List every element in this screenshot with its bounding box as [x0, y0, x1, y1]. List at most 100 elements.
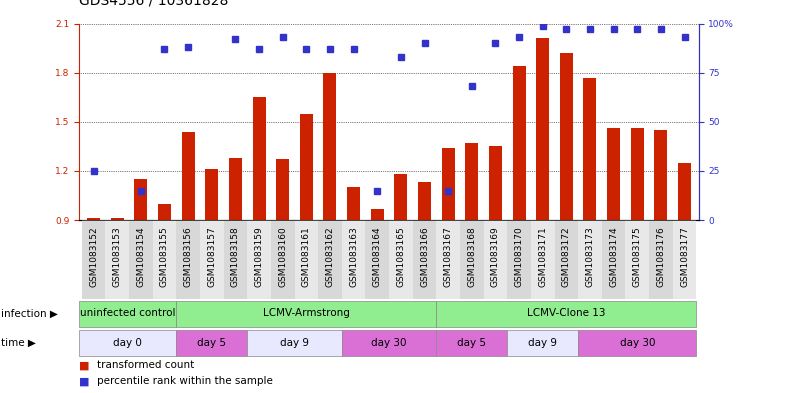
FancyBboxPatch shape	[437, 301, 696, 327]
Text: GSM1083154: GSM1083154	[137, 226, 145, 287]
Text: day 30: day 30	[372, 338, 407, 348]
Text: GSM1083158: GSM1083158	[231, 226, 240, 287]
FancyBboxPatch shape	[176, 330, 247, 356]
Text: GSM1083173: GSM1083173	[585, 226, 595, 287]
Bar	[536, 39, 549, 220]
Text: GSM1083177: GSM1083177	[680, 226, 689, 287]
Text: GSM1083176: GSM1083176	[657, 226, 665, 287]
Bar	[437, 220, 460, 299]
FancyBboxPatch shape	[176, 301, 437, 327]
FancyBboxPatch shape	[79, 330, 176, 356]
Bar	[531, 220, 554, 299]
Text: LCMV-Clone 13: LCMV-Clone 13	[527, 309, 606, 318]
Bar	[465, 143, 478, 220]
Text: GSM1083169: GSM1083169	[491, 226, 500, 287]
Bar	[554, 220, 578, 299]
Text: GSM1083171: GSM1083171	[538, 226, 547, 287]
Bar	[418, 182, 431, 220]
Bar	[182, 132, 195, 220]
Bar	[110, 219, 124, 220]
Bar	[513, 66, 526, 220]
Bar	[87, 219, 100, 220]
Text: transformed count: transformed count	[97, 360, 194, 371]
FancyBboxPatch shape	[578, 330, 696, 356]
Bar	[247, 220, 271, 299]
FancyBboxPatch shape	[79, 301, 176, 327]
Bar	[158, 204, 171, 220]
Bar	[276, 160, 289, 220]
Bar	[626, 220, 649, 299]
Text: GSM1083174: GSM1083174	[609, 226, 618, 287]
Text: percentile rank within the sample: percentile rank within the sample	[97, 376, 273, 386]
Bar	[365, 220, 389, 299]
Text: GSM1083175: GSM1083175	[633, 226, 642, 287]
Bar	[584, 78, 596, 220]
Text: GSM1083161: GSM1083161	[302, 226, 310, 287]
Text: day 9: day 9	[280, 338, 309, 348]
Bar	[678, 163, 691, 220]
Bar	[206, 169, 218, 220]
Text: GSM1083165: GSM1083165	[396, 226, 406, 287]
Text: uninfected control: uninfected control	[80, 309, 175, 318]
Bar	[630, 129, 644, 220]
Bar	[649, 220, 673, 299]
Bar	[371, 209, 384, 220]
Bar	[152, 220, 176, 299]
Bar	[395, 174, 407, 220]
Bar	[271, 220, 295, 299]
Bar	[607, 129, 620, 220]
Text: GSM1083167: GSM1083167	[444, 226, 453, 287]
Text: GSM1083156: GSM1083156	[183, 226, 193, 287]
FancyBboxPatch shape	[437, 330, 507, 356]
Text: infection ▶: infection ▶	[1, 309, 58, 318]
Bar	[460, 220, 484, 299]
FancyBboxPatch shape	[247, 330, 341, 356]
Text: GSM1083152: GSM1083152	[89, 226, 98, 287]
Text: GSM1083159: GSM1083159	[255, 226, 264, 287]
Text: GSM1083157: GSM1083157	[207, 226, 216, 287]
Text: ■: ■	[79, 376, 90, 386]
Text: ■: ■	[79, 360, 90, 371]
Bar	[484, 220, 507, 299]
Text: GSM1083168: GSM1083168	[468, 226, 476, 287]
Bar	[252, 97, 265, 220]
Text: day 5: day 5	[197, 338, 226, 348]
Bar	[318, 220, 341, 299]
FancyBboxPatch shape	[341, 330, 437, 356]
Bar	[489, 146, 502, 220]
Bar	[347, 187, 360, 220]
Bar	[176, 220, 200, 299]
FancyBboxPatch shape	[507, 330, 578, 356]
Bar	[200, 220, 224, 299]
Bar	[106, 220, 129, 299]
Bar	[507, 220, 531, 299]
Text: GSM1083153: GSM1083153	[113, 226, 121, 287]
Bar	[441, 148, 455, 220]
Text: GSM1083155: GSM1083155	[160, 226, 169, 287]
Text: GSM1083164: GSM1083164	[372, 226, 382, 287]
Bar	[229, 158, 242, 220]
Text: day 9: day 9	[528, 338, 557, 348]
Text: GDS4556 / 10361828: GDS4556 / 10361828	[79, 0, 229, 8]
Text: time ▶: time ▶	[1, 338, 36, 348]
Bar	[560, 53, 572, 220]
Bar	[673, 220, 696, 299]
Bar	[323, 73, 337, 220]
Bar	[300, 114, 313, 220]
Bar	[82, 220, 106, 299]
Bar	[654, 130, 668, 220]
Text: GSM1083172: GSM1083172	[562, 226, 571, 287]
Bar	[413, 220, 437, 299]
Text: GSM1083163: GSM1083163	[349, 226, 358, 287]
Bar	[341, 220, 365, 299]
Text: LCMV-Armstrong: LCMV-Armstrong	[263, 309, 350, 318]
Text: day 5: day 5	[457, 338, 486, 348]
Text: GSM1083162: GSM1083162	[326, 226, 334, 287]
Text: GSM1083170: GSM1083170	[515, 226, 523, 287]
Text: GSM1083166: GSM1083166	[420, 226, 429, 287]
Bar	[129, 220, 152, 299]
Text: GSM1083160: GSM1083160	[278, 226, 287, 287]
Bar	[602, 220, 626, 299]
Bar	[224, 220, 247, 299]
Bar	[295, 220, 318, 299]
